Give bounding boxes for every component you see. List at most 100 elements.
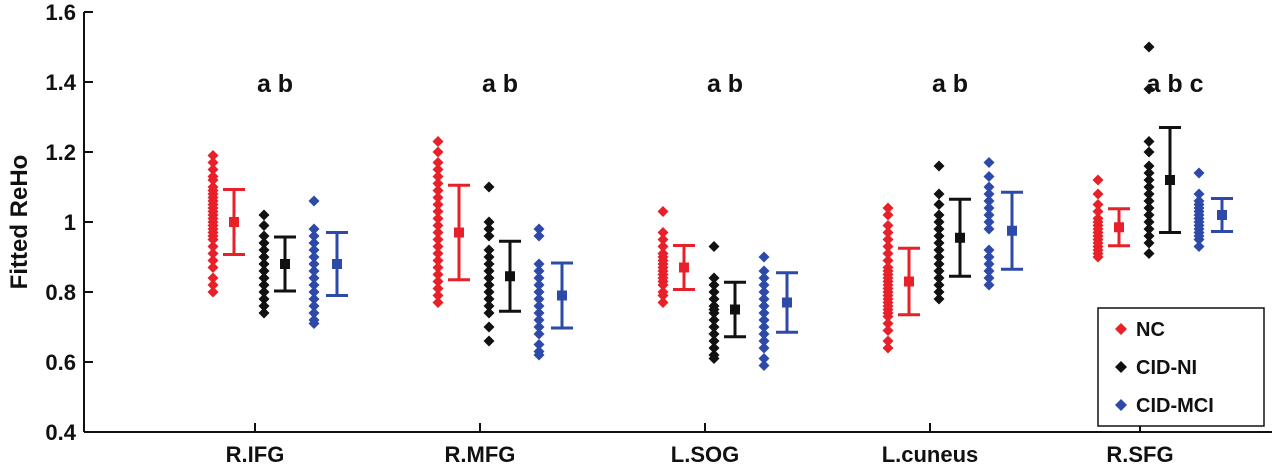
data-point [483, 293, 495, 305]
data-point [983, 157, 995, 168]
data-point [1193, 188, 1205, 200]
mean-marker [1217, 210, 1227, 220]
data-point [533, 339, 545, 350]
data-point [708, 241, 720, 252]
data-point [432, 283, 444, 294]
data-point [432, 146, 444, 158]
data-point [933, 265, 945, 277]
mean-marker [557, 290, 567, 301]
data-point [1143, 160, 1155, 172]
mean-marker [280, 259, 290, 269]
data-point [258, 258, 270, 270]
data-point [983, 216, 995, 228]
data-point [258, 251, 270, 263]
data-point [432, 164, 444, 175]
mean-marker [1114, 222, 1124, 233]
data-point [207, 279, 219, 291]
legend-marker [1115, 399, 1127, 411]
data-point [708, 279, 720, 291]
data-point [933, 293, 945, 305]
significance-annotation: a b [257, 70, 293, 98]
series-nc [207, 136, 1130, 354]
data-point [533, 230, 545, 242]
data-point [708, 335, 720, 347]
data-point [1143, 248, 1155, 259]
data-point [1143, 181, 1155, 193]
data-point [882, 202, 894, 214]
legend-label: NC [1136, 319, 1165, 341]
data-point [933, 279, 945, 291]
data-point [432, 255, 444, 266]
data-point [1143, 174, 1155, 186]
data-point [882, 342, 894, 354]
y-tick-label: 1.2 [45, 140, 76, 165]
data-point [432, 213, 444, 224]
data-point [708, 307, 720, 319]
data-point [533, 293, 545, 305]
data-point [1143, 188, 1155, 200]
x-tick-label: R.IFG [226, 442, 285, 467]
data-point [308, 251, 320, 263]
data-point [432, 220, 444, 231]
mean-marker [229, 217, 239, 227]
series-cid-ni [258, 41, 1181, 364]
data-point [1193, 241, 1205, 252]
legend-label: CID-MCI [1136, 395, 1214, 417]
data-point [432, 297, 444, 308]
data-point [483, 300, 495, 312]
data-point [483, 181, 495, 193]
data-point [983, 202, 995, 214]
data-point [708, 314, 720, 326]
data-point [983, 272, 995, 284]
data-point [533, 314, 545, 326]
data-point [432, 262, 444, 273]
data-point [432, 227, 444, 238]
data-point [483, 258, 495, 270]
legend-marker [1115, 361, 1127, 373]
data-point [308, 265, 320, 277]
data-point [1143, 136, 1155, 147]
data-point [432, 269, 444, 280]
mean-marker [332, 259, 342, 269]
data-point [483, 321, 495, 333]
data-point [882, 325, 894, 336]
data-point [308, 244, 320, 256]
data-point [933, 209, 945, 221]
data-marks [207, 41, 1233, 371]
data-point [1092, 174, 1104, 186]
data-point [207, 164, 219, 175]
data-point [882, 248, 894, 259]
data-point [308, 307, 320, 319]
data-point [258, 307, 270, 319]
data-point [758, 342, 770, 354]
data-point [258, 279, 270, 291]
data-point [983, 265, 995, 277]
data-point [1143, 83, 1155, 95]
data-point [258, 209, 270, 221]
data-point [258, 237, 270, 249]
data-point [983, 279, 995, 291]
mean-marker [904, 276, 914, 287]
data-point [1143, 216, 1155, 228]
data-point [207, 150, 219, 161]
data-point [1143, 209, 1155, 221]
data-point [758, 353, 770, 364]
data-point [1193, 234, 1205, 245]
data-point [483, 335, 495, 347]
data-point [758, 360, 770, 371]
data-point [483, 230, 495, 242]
data-point [432, 178, 444, 189]
data-point [983, 223, 995, 235]
mean-marker [505, 271, 515, 282]
y-tick-label: 1.4 [45, 70, 76, 95]
data-point [758, 293, 770, 305]
mean-marker [782, 297, 792, 308]
mean-marker [454, 227, 464, 238]
data-point [432, 248, 444, 259]
data-point [1092, 188, 1104, 200]
data-point [258, 286, 270, 298]
data-point [432, 241, 444, 252]
data-point [933, 272, 945, 284]
data-point [432, 185, 444, 196]
